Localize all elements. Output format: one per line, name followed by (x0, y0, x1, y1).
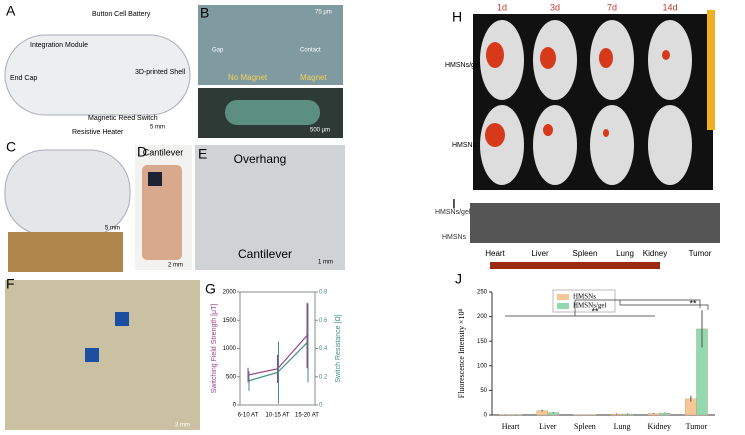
legend-swatch (557, 294, 569, 300)
y-tick-label: 250 (477, 290, 488, 296)
x-tick-label: Lung (614, 422, 631, 431)
x-tick-label: Heart (502, 422, 521, 431)
panel-label: I (452, 196, 456, 212)
label: Gap (212, 48, 224, 54)
label: 1d (497, 2, 507, 12)
panel-label: G (205, 281, 216, 297)
label: Resistive Heater (72, 129, 124, 136)
label: HMSNs (442, 234, 467, 241)
y-tick-label: 1500 (223, 318, 237, 324)
y-tick-label: 150 (477, 339, 488, 345)
magnet-1 (115, 312, 129, 326)
label: 3D-printed Shell (135, 69, 186, 76)
panel-label: F (6, 276, 15, 292)
label: Overhang (234, 152, 287, 166)
photo-f (5, 280, 200, 430)
legend-label: HMSNs/gel (573, 302, 607, 310)
label: 2 mm (168, 263, 183, 269)
y-tick-label: 0 (484, 413, 488, 419)
chip-magnet (148, 172, 162, 186)
cantilever-chip (142, 165, 182, 260)
y-axis-label: Fluorescence Intensity ×10⁸ (457, 309, 466, 399)
y2-axis-label: Switch Resistance [Ω] (335, 314, 342, 382)
panel-label: B (200, 5, 209, 21)
panel-label: C (6, 139, 16, 155)
label: 5 mm (150, 125, 165, 131)
reed-glass (225, 100, 320, 125)
label: Liver (531, 249, 549, 258)
y2-tick-label: 0 (319, 403, 323, 409)
panel-label: J (455, 271, 462, 287)
x-tick-label: 15-20 AT (295, 413, 319, 419)
y2-tick-label: 0.6 (319, 318, 328, 324)
x-tick-label: Tumor (686, 422, 708, 431)
y-tick-label: 50 (480, 388, 487, 394)
label: Heart (485, 249, 505, 258)
label: Magnetic Reed Switch (88, 115, 158, 122)
y2-tick-label: 0.2 (319, 374, 328, 380)
label: 500 μm (310, 128, 330, 134)
photo-e (195, 145, 345, 270)
micrograph (198, 5, 343, 85)
signal (485, 42, 670, 147)
shell-render (4, 149, 131, 236)
legend-swatch (557, 303, 569, 309)
label: 5 mm (105, 226, 120, 232)
label: Integration Module (30, 42, 88, 49)
label: HMSNs/gel (435, 209, 471, 216)
annotation: ** (591, 306, 599, 316)
legend-box (552, 289, 616, 313)
label: Contact (300, 48, 321, 54)
y-tick-label: 100 (477, 363, 488, 369)
x-tick-label: Spleen (574, 422, 596, 431)
magnet-2 (85, 348, 99, 362)
colorbar (707, 10, 715, 130)
label: 75 μm (315, 10, 332, 16)
organ-colorbar (490, 262, 660, 269)
label: Lung (616, 249, 634, 258)
label: End Cap (10, 75, 37, 82)
y-tick-label: 200 (477, 314, 488, 320)
plot-frame (239, 291, 316, 406)
y2-tick-label: 0.8 (319, 290, 328, 296)
y-tick-label: 0 (233, 403, 237, 409)
device-render (4, 34, 191, 116)
annotation: ** (689, 298, 697, 308)
label: 7d (607, 2, 617, 12)
label: No Magnet (228, 73, 268, 82)
y-tick-label: 500 (226, 374, 237, 380)
label: Button Cell Battery (92, 11, 151, 18)
heater-inset (8, 232, 123, 272)
panel-label: H (452, 9, 462, 25)
label: Cantilever (143, 147, 184, 157)
label: Kidney (643, 249, 667, 258)
organ-image (470, 203, 720, 243)
label: Magnet (300, 73, 327, 82)
x-tick-label: Kidney (647, 422, 671, 431)
series-line (247, 342, 308, 382)
panel-label: A (6, 3, 16, 19)
label: 1 mm (318, 260, 333, 266)
y-axis-label: Switching Field Strength [μT] (211, 304, 218, 394)
y2-tick-label: 0.4 (319, 346, 328, 352)
x-tick-label: 10-15 AT (266, 413, 290, 419)
x-tick-label: Liver (539, 422, 557, 431)
label: 14d (662, 2, 677, 12)
y-tick-label: 1000 (223, 346, 237, 352)
panel-label: E (198, 146, 207, 162)
label: HMSNs/gel (445, 62, 481, 69)
y-tick-label: 2000 (223, 290, 237, 296)
label: 3d (550, 2, 560, 12)
label: 3 mm (175, 423, 190, 429)
label: Spleen (573, 249, 598, 258)
sig-bracket (619, 300, 709, 310)
sig-bracket (505, 299, 701, 317)
legend-label: HMSNs (573, 293, 596, 301)
label: Cantilever (238, 247, 292, 261)
panel-label: D (137, 144, 147, 160)
x-tick-label: 6-10 AT (238, 413, 259, 419)
label: HMSNs (452, 142, 477, 149)
label: Tumor (689, 249, 712, 258)
